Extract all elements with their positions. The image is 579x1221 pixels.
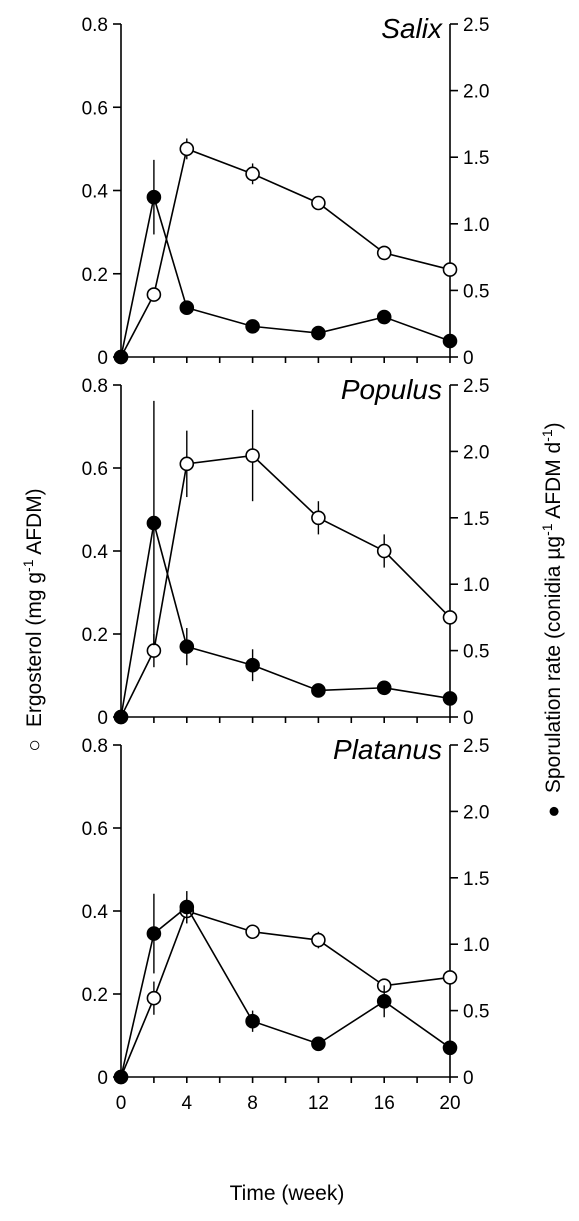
sporulation-point — [245, 1013, 260, 1029]
ergosterol-point — [245, 166, 260, 182]
right-y-tick-label: 2.5 — [463, 376, 489, 397]
sporulation-point — [146, 926, 162, 941]
x-tick-label: 8 — [247, 1093, 258, 1114]
panel-title: Populus — [341, 374, 442, 405]
x-tick-label: 0 — [116, 1093, 127, 1114]
right-y-axis-label: ● Sporulation rate (conidia µg-1 AFDM d-… — [539, 422, 565, 817]
sporulation-point — [376, 309, 392, 325]
sporulation-point — [179, 899, 195, 915]
ergosterol-point — [146, 990, 162, 1006]
right-y-tick-label: 0.5 — [463, 281, 489, 302]
x-tick-label: 4 — [182, 1093, 193, 1114]
left-y-tick-label: 0 — [97, 708, 108, 729]
ergosterol-point — [179, 141, 195, 157]
sporulation-point — [113, 709, 129, 725]
right-y-tick-label: 0 — [463, 1068, 474, 1089]
left-y-tick-label: 0.4 — [82, 182, 109, 203]
ergosterol-point — [179, 456, 195, 472]
right-y-tick-label: 0 — [463, 348, 474, 369]
ergosterol-point — [146, 643, 162, 658]
right-y-tick-label: 2.5 — [463, 15, 489, 36]
right-y-tick-label: 1.5 — [463, 509, 489, 530]
ergosterol-point — [442, 610, 458, 625]
right-y-tick-label: 1.0 — [463, 575, 489, 596]
right-y-tick-label: 1.5 — [463, 148, 489, 169]
chart-panel-populus: 0 0.2 0.4 0.6 0.8 0 0.5 1.0 1.5 2.0 2.5 Populus — [82, 374, 490, 729]
ergosterol-point — [442, 970, 458, 985]
sporulation-point — [311, 325, 326, 341]
left-y-axis-label: ○ Ergosterol (mg g-1 AFDM) — [20, 488, 46, 751]
ergosterol-point — [245, 448, 260, 463]
sporulation-line — [120, 905, 451, 1078]
sporulation-point — [442, 333, 458, 349]
open-circle-legend-symbol: ○ — [23, 739, 46, 752]
left-y-tick-label: 0.6 — [82, 819, 108, 840]
sporulation-point — [146, 515, 162, 531]
left-y-tick-label: 0.8 — [82, 376, 108, 397]
ergosterol-point — [146, 287, 162, 302]
filled-circle-legend-symbol: ● — [542, 805, 565, 818]
sporulation-point — [442, 1040, 458, 1056]
ergosterol-point — [311, 932, 326, 948]
ergosterol-point — [376, 543, 392, 559]
sporulation-point — [146, 189, 162, 205]
left-y-tick-label: 0.2 — [82, 985, 108, 1006]
x-axis-label: Time (week) — [230, 1182, 345, 1205]
left-y-tick-label: 0.4 — [82, 902, 109, 923]
left-y-tick-label: 0.2 — [82, 625, 108, 646]
sporulation-line — [120, 522, 451, 718]
panel-title: Salix — [381, 13, 443, 44]
sporulation-point — [113, 349, 129, 365]
right-y-tick-label: 1.0 — [463, 935, 489, 956]
left-y-tick-label: 0.2 — [82, 265, 108, 286]
left-y-tick-label: 0.8 — [82, 15, 108, 36]
sporulation-point — [442, 691, 458, 706]
x-tick-label: 20 — [439, 1093, 460, 1114]
panel-title: Platanus — [333, 734, 442, 765]
right-y-tick-label: 0.5 — [463, 642, 489, 663]
right-y-tick-label: 0.5 — [463, 1002, 489, 1023]
sporulation-point — [311, 683, 326, 698]
right-y-tick-label: 1.5 — [463, 869, 489, 890]
left-y-tick-label: 0.6 — [82, 459, 108, 480]
right-y-tick-label: 1.0 — [463, 215, 489, 236]
x-tick-label: 16 — [374, 1093, 395, 1114]
left-y-tick-label: 0 — [97, 1068, 108, 1089]
sporulation-point — [311, 1036, 326, 1052]
sporulation-point — [113, 1069, 129, 1085]
right-y-tick-label: 2.5 — [463, 736, 489, 757]
right-y-tick-label: 2.0 — [463, 82, 489, 103]
ergosterol-point — [311, 195, 326, 211]
sporulation-point — [245, 657, 260, 673]
sporulation-point — [376, 680, 392, 696]
chart-panel-platanus: 0 0.2 0.4 0.6 0.8 0 0.5 1.0 1.5 2.0 2.5 0 4 8 12 16 20 Pl… — [82, 734, 490, 1114]
left-y-tick-label: 0.6 — [82, 98, 108, 119]
right-y-tick-label: 2.0 — [463, 442, 489, 463]
sporulation-point — [179, 639, 195, 654]
right-y-tick-label: 2.0 — [463, 802, 489, 823]
ergosterol-point — [442, 262, 458, 277]
left-y-tick-label: 0 — [97, 348, 108, 369]
ergosterol-line — [120, 910, 451, 1078]
ergosterol-point — [376, 245, 392, 261]
ergosterol-point — [311, 510, 326, 526]
left-y-tick-label: 0.8 — [82, 736, 108, 757]
sporulation-point — [376, 994, 392, 1009]
left-y-tick-label: 0.4 — [82, 542, 109, 563]
chart-panel-salix: 0 0.2 0.4 0.6 0.8 0 0.5 1.0 1.5 2.0 2.5 Salix — [82, 13, 490, 369]
x-tick-label: 12 — [308, 1093, 329, 1114]
right-y-tick-label: 0 — [463, 708, 474, 729]
sporulation-point — [245, 319, 260, 334]
ergosterol-point — [245, 924, 260, 940]
sporulation-point — [179, 300, 195, 316]
